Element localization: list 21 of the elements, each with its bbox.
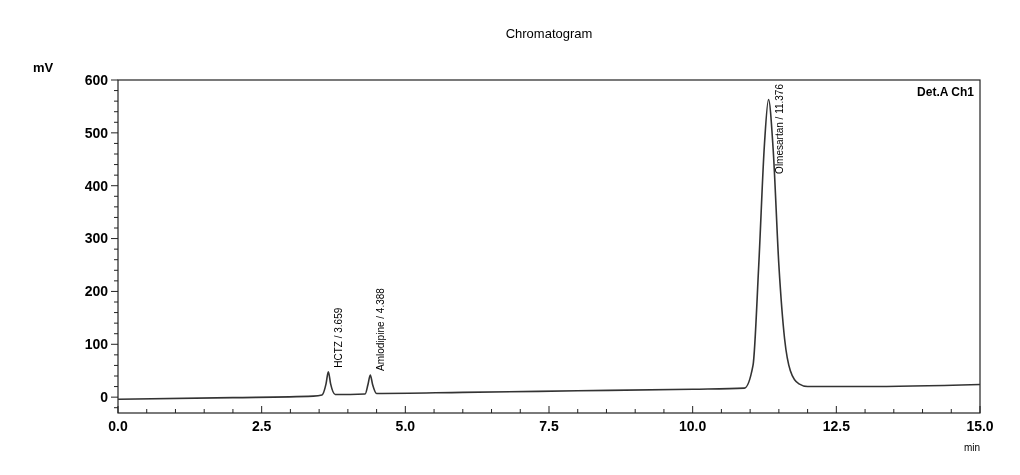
x-tick-label: 15.0 <box>966 418 994 434</box>
x-tick-label: 0.0 <box>108 418 128 434</box>
x-tick-label: 5.0 <box>395 418 416 434</box>
x-tick-label: 10.0 <box>679 418 707 434</box>
x-axis-title: min <box>963 442 980 453</box>
y-tick-label: 500 <box>84 124 109 141</box>
y-tick-label: 200 <box>84 283 109 300</box>
x-tick-label: 12.5 <box>822 418 851 434</box>
x-tick-label: 7.5 <box>539 418 559 434</box>
y-tick-label: 600 <box>84 71 109 88</box>
annotation: Amlodipine / 4.388 <box>375 287 387 371</box>
y-tick-label: 300 <box>84 230 109 247</box>
annotation: Olmesartan / 11.376 <box>773 83 785 174</box>
x-tick-label: 2.5 <box>251 418 272 434</box>
y-tick-label: 400 <box>84 177 109 194</box>
annotation: HCTZ / 3.659 <box>333 307 345 368</box>
y-tick-label: 100 <box>84 336 109 353</box>
y-axis-title: mV <box>33 60 54 75</box>
annotation: Det.A Ch1 <box>917 85 975 99</box>
chart-title: Chromatogram <box>505 26 593 41</box>
y-tick-label: 0 <box>100 389 109 406</box>
